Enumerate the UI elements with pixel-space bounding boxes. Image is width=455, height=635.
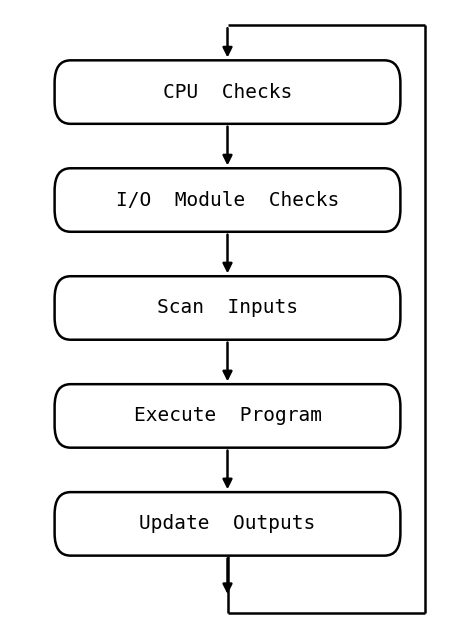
Text: Scan  Inputs: Scan Inputs	[157, 298, 298, 318]
Text: Execute  Program: Execute Program	[133, 406, 322, 425]
FancyBboxPatch shape	[55, 276, 400, 340]
Text: I/O  Module  Checks: I/O Module Checks	[116, 190, 339, 210]
FancyBboxPatch shape	[55, 492, 400, 556]
FancyBboxPatch shape	[55, 60, 400, 124]
FancyBboxPatch shape	[55, 384, 400, 448]
Text: CPU  Checks: CPU Checks	[163, 83, 292, 102]
FancyBboxPatch shape	[55, 168, 400, 232]
Text: Update  Outputs: Update Outputs	[139, 514, 316, 533]
